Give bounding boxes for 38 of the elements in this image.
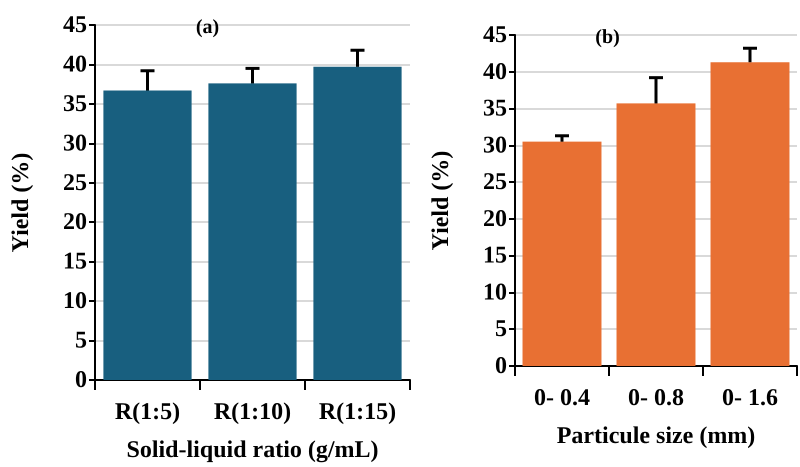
y-tick-label: 30 bbox=[63, 130, 87, 156]
y-tick-label: 30 bbox=[483, 132, 507, 158]
chart-title: (b) bbox=[595, 26, 620, 48]
y-tick-label: 10 bbox=[483, 279, 507, 306]
y-tick-label: 40 bbox=[63, 51, 87, 78]
y-tick-label: 15 bbox=[63, 248, 87, 275]
y-tick-label: 0 bbox=[495, 353, 507, 379]
bar bbox=[616, 103, 696, 366]
bar bbox=[103, 90, 192, 380]
bar bbox=[522, 142, 602, 366]
y-tick-label: 0 bbox=[75, 367, 87, 393]
y-tick-label: 45 bbox=[63, 12, 87, 38]
bar bbox=[208, 83, 297, 380]
y-tick-label: 35 bbox=[63, 90, 87, 117]
y-tick-label: 20 bbox=[63, 209, 87, 236]
bar bbox=[313, 66, 402, 380]
y-tick-label: 15 bbox=[483, 242, 507, 269]
y-tick-label: 5 bbox=[75, 328, 87, 354]
x-tick-label: R(1:5) bbox=[114, 399, 180, 425]
bar bbox=[710, 62, 790, 366]
x-tick-label: 0- 0.8 bbox=[628, 385, 684, 411]
y-tick-label: 20 bbox=[483, 206, 507, 232]
y-tick-label: 25 bbox=[483, 169, 507, 196]
x-tick-label: R(1:15) bbox=[318, 399, 396, 425]
x-axis-title: Solid-liquid ratio (g/mL) bbox=[126, 437, 379, 463]
y-tick-label: 10 bbox=[63, 288, 87, 314]
y-tick-label: 35 bbox=[483, 96, 507, 122]
x-axis-title: Particule size (mm) bbox=[556, 423, 756, 449]
y-tick-label: 40 bbox=[483, 58, 507, 85]
y-tick-label: 25 bbox=[63, 170, 87, 196]
y-tick-label: 5 bbox=[495, 316, 507, 342]
x-tick-label: 0- 1.6 bbox=[722, 385, 778, 411]
y-axis-title: Yield (%) bbox=[428, 150, 454, 250]
x-tick-label: 0- 0.4 bbox=[534, 385, 590, 411]
x-tick-label: R(1:10) bbox=[214, 399, 292, 425]
y-tick-label: 45 bbox=[483, 22, 507, 48]
y-axis-title: Yield (%) bbox=[8, 152, 34, 252]
chart-title: (a) bbox=[196, 16, 220, 38]
